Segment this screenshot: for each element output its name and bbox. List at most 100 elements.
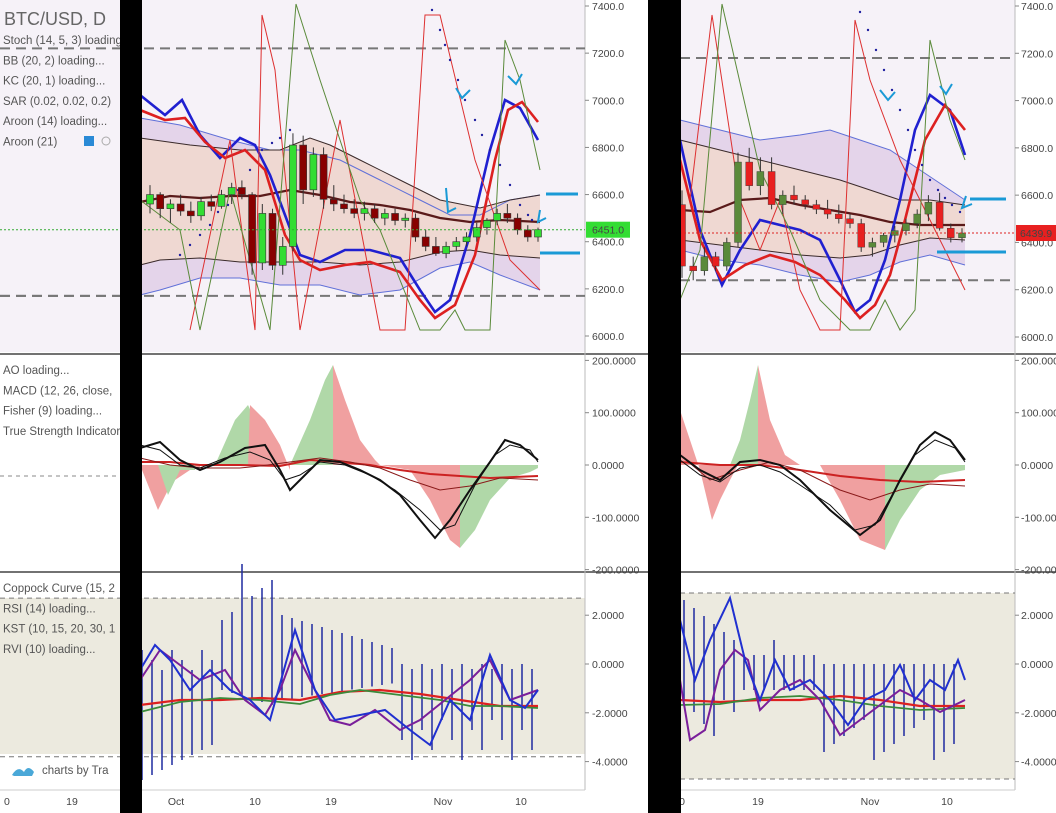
candle-body [711,256,720,267]
y-tick-label: 6400.0 [592,237,624,249]
tsi-line [139,444,539,531]
x-tick-label: 19 [752,796,764,808]
y-tick-label: 7000.0 [592,95,624,107]
candle-body [745,161,753,186]
candle-body [197,201,205,217]
bollinger-upper-line [679,119,966,201]
candle-body [309,154,318,191]
eye-icon [84,136,94,146]
ao-fill-red [140,465,200,510]
bollinger-lower-line [139,261,541,296]
indicator-label: AO loading... [3,365,69,377]
ao-fill-green [158,465,195,495]
y-tick-label: 0.0000 [592,659,624,671]
sar-dot [463,98,467,102]
candle-body [329,198,338,205]
y-tick-label: -2.0000 [592,708,628,720]
candle-body [767,171,776,205]
y-tick-label: -200.0000 [592,565,639,577]
candle-body [534,229,542,238]
sar-dot [913,148,917,152]
x-tick-label: 19 [325,796,337,808]
y-tick-label: 2.0000 [592,610,624,622]
y-tick-label: 100.0000 [592,408,636,420]
indicator-label: SAR (0.02, 0.02, 0.2) [3,96,111,108]
ao-fill-green [290,365,335,465]
y-tick-label: 2.0000 [1021,610,1053,622]
candle-body [947,228,955,238]
candle-body [238,187,246,195]
lower-panel-left [139,564,539,780]
sar-dot [866,28,870,32]
indicator-label: KC (20, 1) loading... [3,76,105,88]
candle-body [340,203,348,210]
y-tick-label: 200.0000 [592,355,636,367]
y-tick-label: 6000.0 [1021,332,1053,344]
rsi-line [679,648,966,742]
candle-body [432,246,440,254]
kst-signal-line [679,695,966,711]
sar-dot [874,48,878,52]
sar-dot [226,203,230,207]
x-tick-label: Oct [168,796,184,808]
candle-body [319,154,328,200]
y-tick-label: 6800.0 [592,142,624,154]
y-tick-label: 6200.0 [592,284,624,296]
y-tick-label: -100.0000 [1021,512,1056,524]
sar-dot [473,118,477,122]
indicator-label: BB (20, 2) loading... [3,55,105,67]
price-chart-right [678,3,973,331]
x-tick-label: 19 [66,796,78,808]
y-tick-label: 6600.0 [1021,190,1053,202]
sar-dot [430,8,434,12]
sar-dot [890,88,894,92]
y-tick-label: -100.0000 [592,512,639,524]
oscillator-panel [139,365,539,548]
candle-body [924,202,933,215]
ao-fill-green [730,365,760,465]
x-tick-label: Nov [434,796,453,808]
candle-body [958,232,966,238]
y-tick-label: 7400.0 [1021,1,1053,13]
annotation-check [455,87,471,100]
candle-body [411,217,420,238]
y-tick-label: 7200.0 [1021,48,1053,60]
ao-fill-red [248,405,290,470]
stochastic-d-line [678,102,967,320]
y-tick-label: 7200.0 [592,48,624,60]
candle-body [278,246,287,266]
candle-body [146,194,154,205]
annotation-check [879,89,896,102]
candle-body [370,208,379,219]
sar-dot [216,210,220,214]
sar-dot [928,178,932,182]
x-tick-label: 0 [4,796,10,808]
lower-panel-right [679,595,966,760]
fisher-line [139,438,539,540]
sar-dot [248,168,252,172]
lower-panel-bg-right [680,593,1015,779]
gear-icon [101,136,111,146]
candle-body [166,203,175,210]
y-tick-label: 0.0000 [592,460,624,472]
indicator-label: RVI (10) loading... [3,644,95,656]
indicator-label: Coppock Curve (15, 2 [3,583,115,595]
y-tick-label: 7400.0 [592,1,624,13]
sar-dot [508,183,512,187]
candle-body [227,187,236,195]
sar-dot [906,128,910,132]
candle-body [381,213,389,219]
sar-dot [898,108,902,112]
y-tick-label: -4.0000 [1021,757,1056,769]
candle-body [756,171,765,186]
macd-line [679,461,966,484]
sar-dot [448,58,452,62]
candle-body [779,194,787,205]
candle-body [483,220,491,228]
sar-dot [188,243,192,247]
sar-dot [438,28,442,32]
fisher-line [679,430,966,537]
annotation-check [507,73,523,86]
ao-fill-red [380,465,460,548]
logo-text: charts by Tra [42,765,109,777]
